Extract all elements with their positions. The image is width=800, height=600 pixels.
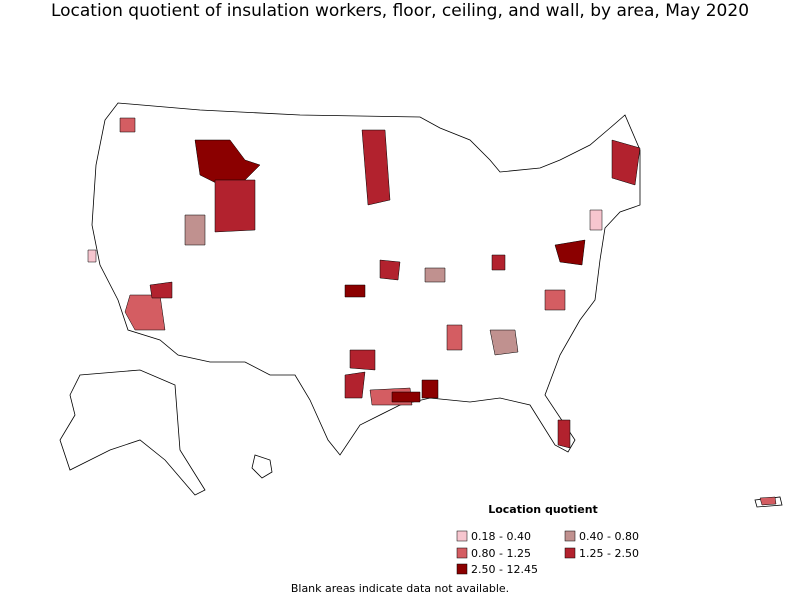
legend-swatch (456, 563, 468, 575)
metro-area (759, 496, 777, 506)
legend-label: 0.40 - 0.80 (579, 530, 639, 543)
metro-area (554, 239, 586, 266)
legend-label: 0.80 - 1.25 (471, 547, 531, 560)
metro-area (361, 129, 391, 206)
metro-area (611, 139, 641, 186)
metro-area (391, 391, 421, 403)
metro-area (214, 179, 256, 233)
legend-label: 1.25 - 2.50 (579, 547, 639, 560)
metro-area (421, 379, 439, 399)
footnote: Blank areas indicate data not available. (291, 582, 509, 595)
metro-area (149, 281, 173, 299)
metro-area (344, 371, 366, 399)
metro-areas (87, 117, 777, 506)
metro-area (349, 349, 376, 371)
metro-area (87, 249, 97, 263)
legend-swatch (564, 547, 576, 559)
metro-area (589, 209, 603, 231)
metro-area (489, 329, 519, 356)
legend: Location quotient 0.18 - 0.40 0.40 - 0.80… (456, 503, 639, 576)
metro-area (194, 139, 261, 186)
metro-area (379, 259, 401, 281)
alaska (59, 369, 206, 496)
hawaii (251, 454, 273, 479)
metro-area (184, 214, 206, 246)
metro-area (544, 289, 566, 311)
legend-swatch (456, 547, 468, 559)
base-map (59, 102, 783, 508)
metro-area (557, 419, 571, 449)
map-title: Location quotient of insulation workers,… (51, 1, 749, 21)
metro-area (491, 254, 506, 271)
metro-area (119, 117, 136, 133)
metro-area (424, 267, 446, 283)
legend-title: Location quotient (488, 503, 598, 516)
legend-swatch (564, 530, 576, 542)
legend-label: 2.50 - 12.45 (471, 563, 538, 576)
legend-swatch (456, 530, 468, 542)
metro-area (446, 324, 463, 351)
legend-label: 0.18 - 0.40 (471, 530, 531, 543)
metro-area (344, 284, 366, 298)
